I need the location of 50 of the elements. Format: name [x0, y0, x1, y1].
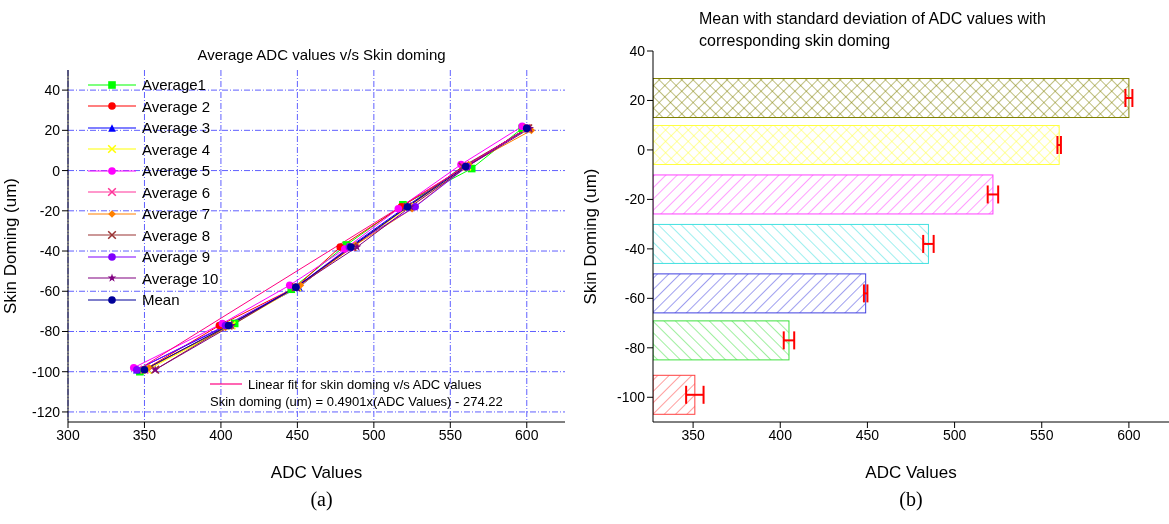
x-tick-label: 300 — [56, 426, 80, 443]
x-tick-label: 500 — [362, 426, 386, 443]
text: (b) — [898, 488, 924, 511]
x-tick-label: 550 — [438, 426, 463, 443]
y-tick-label: -80 — [624, 339, 646, 356]
legend-label: Average 9 — [141, 247, 212, 268]
legend-label: Average 7 — [141, 204, 212, 225]
y-tick-label: -20 — [624, 191, 646, 208]
y-tick-label: -100 — [31, 363, 61, 380]
legend-label: Average1 — [141, 75, 207, 96]
legend-label: Average 2 — [141, 96, 212, 117]
x-tick-label: 550 — [1030, 426, 1054, 443]
x-tick-label: 600 — [1117, 426, 1141, 443]
y-tick-label: -40 — [624, 240, 646, 257]
y-tick-label: -80 — [39, 323, 61, 340]
y-tick-label: -120 — [31, 403, 61, 420]
legend-label: Average 8 — [141, 225, 212, 246]
legend-label: Average 10 — [141, 268, 219, 289]
x-tick-label: 350 — [681, 426, 705, 443]
legend-label: Average 3 — [141, 118, 212, 139]
y-tick-label: 20 — [44, 122, 61, 139]
annotation: Skin doming (um) = 0.4901x(ADC Values) - 274.22 — [210, 394, 503, 411]
y-tick-label: 40 — [44, 82, 61, 99]
y-tick-label: -60 — [624, 290, 646, 307]
x-tick-label: 500 — [942, 426, 967, 443]
y-tick-label: 0 — [52, 162, 61, 179]
x-axis-title: ADC Values — [270, 463, 363, 482]
y-tick-label: -60 — [39, 283, 61, 300]
y-axis-title: Skin Doming (um) — [1, 177, 21, 315]
chart-title: Average ADC values v/s Skin doming — [196, 46, 447, 63]
y-tick-label: 40 — [629, 42, 646, 59]
x-tick-label: 350 — [132, 426, 157, 443]
y-tick-label: -40 — [39, 243, 61, 259]
legend-label: Mean — [141, 290, 181, 311]
x-tick-label: 450 — [855, 426, 880, 443]
chart-title: Mean with standard deviation of ADC values with corresponding skin doming — [699, 9, 1047, 51]
x-tick-label: 400 — [209, 426, 233, 443]
text: (a) — [309, 488, 334, 511]
x-tick-label: 600 — [515, 426, 539, 443]
x-axis-title: ADC Values — [865, 463, 957, 482]
y-tick-label: 0 — [637, 141, 646, 158]
x-tick-label: 400 — [768, 426, 793, 443]
legend-label: Linear fit for skin doming v/s ADC values — [247, 375, 483, 394]
legend-label: Average 6 — [141, 182, 212, 203]
y-tick-label: 20 — [629, 92, 646, 109]
x-tick-label: 450 — [285, 426, 310, 443]
y-axis-title: Skin Doming (um) — [581, 168, 601, 305]
y-tick-label: -20 — [39, 202, 61, 219]
legend-label: Average 4 — [141, 139, 212, 160]
y-tick-label: -100 — [616, 389, 646, 406]
